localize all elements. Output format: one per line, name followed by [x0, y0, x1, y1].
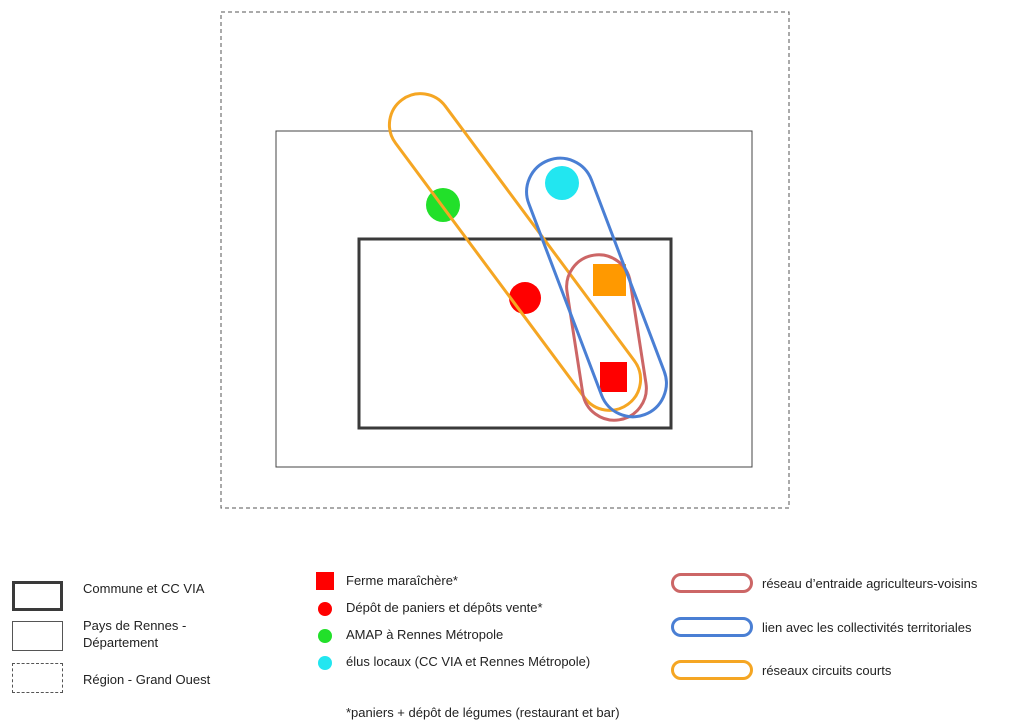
amap-swatch: [318, 629, 332, 643]
depot-swatch: [318, 602, 332, 616]
region-swatch: [12, 663, 63, 693]
region-label: Région - Grand Ouest: [83, 672, 211, 687]
circuits-swatch: [671, 660, 753, 680]
ferme-label: Ferme maraîchère*: [346, 573, 458, 588]
pays-boundary: [275, 130, 753, 468]
region-boundary: [220, 11, 790, 509]
lien-label: lien avec les collectivités territoriale…: [762, 620, 972, 635]
amap-label: AMAP à Rennes Métropole: [346, 627, 504, 642]
depot-label: Dépôt de paniers et dépôts vente*: [346, 600, 543, 615]
footnote: *paniers + dépôt de légumes (restaurant …: [346, 705, 620, 720]
pays-label: Pays de Rennes - Département: [83, 618, 187, 650]
collectivites-loop: [525, 156, 668, 419]
ferme-swatch: [316, 572, 334, 590]
commune-boundary: [357, 237, 673, 430]
commune-swatch: [12, 581, 63, 611]
pays-swatch: [12, 621, 63, 651]
entraide-label: réseau d’entraide agriculteurs-voisins: [762, 576, 978, 591]
lien-swatch: [671, 617, 753, 637]
entraide-loop: [565, 253, 648, 422]
elus-label: élus locaux (CC VIA et Rennes Métropole): [346, 654, 591, 669]
elus-node: [545, 166, 579, 200]
ferme-node: [600, 362, 627, 392]
elus-swatch: [318, 656, 332, 670]
orange-square-node: [593, 264, 626, 296]
depot-node: [509, 282, 541, 314]
commune-label: Commune et CC VIA: [83, 581, 205, 596]
territory-diagram: [220, 11, 790, 509]
entraide-swatch: [671, 573, 753, 593]
circuits-label: réseaux circuits courts: [762, 663, 892, 678]
